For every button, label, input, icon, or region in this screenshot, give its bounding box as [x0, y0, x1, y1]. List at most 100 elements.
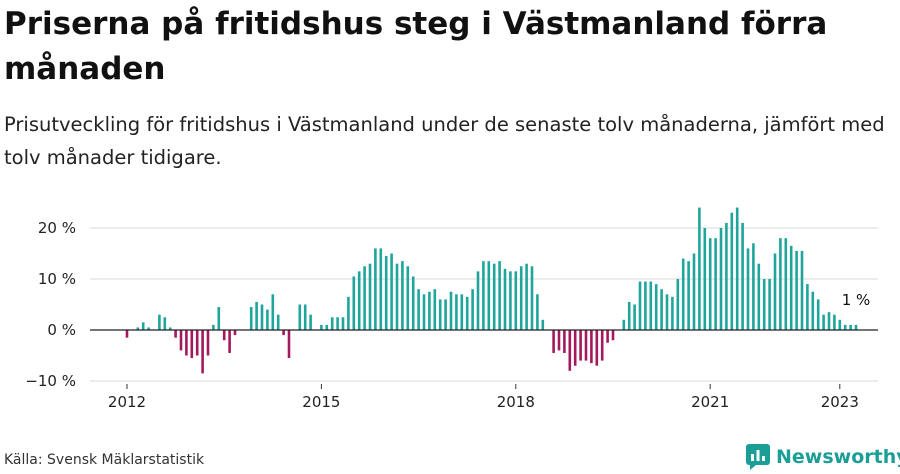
bar [476, 271, 480, 330]
bar [498, 261, 501, 330]
bar [789, 245, 793, 330]
bar [600, 330, 604, 361]
bar [433, 289, 437, 330]
bar [519, 266, 523, 330]
bar [492, 263, 496, 330]
bar [611, 330, 615, 341]
bar [584, 330, 588, 361]
y-tick-label: 10 % [38, 270, 76, 288]
y-tick-label: −10 % [25, 372, 76, 390]
bar [800, 250, 804, 330]
bar [401, 261, 404, 330]
bar [482, 261, 485, 330]
bar [276, 314, 280, 330]
bar [573, 330, 577, 366]
bar [309, 314, 312, 330]
bar [784, 238, 788, 330]
bar [455, 294, 458, 330]
bar [141, 322, 145, 330]
bar [757, 263, 761, 330]
bar [854, 324, 858, 330]
x-tick-label: 2023 [821, 393, 859, 411]
bar [746, 248, 750, 330]
bar [163, 317, 167, 330]
bar [233, 330, 237, 336]
bar [390, 253, 393, 330]
bar [341, 317, 345, 330]
bar [255, 301, 258, 330]
bar [638, 281, 642, 330]
bar [741, 222, 744, 330]
bar [303, 304, 307, 330]
bar [395, 263, 399, 330]
bar [266, 309, 269, 330]
bar [627, 301, 631, 330]
bar [179, 330, 183, 351]
bar [541, 319, 545, 330]
bar [827, 312, 831, 330]
brand-logo[interactable]: Newsworthy [746, 444, 900, 470]
x-tick-label: 2018 [497, 393, 535, 411]
bar [665, 294, 669, 330]
bar [795, 250, 798, 330]
bars [125, 207, 858, 374]
brand-name: Newsworthy [776, 446, 900, 468]
bar [698, 207, 701, 330]
bar [595, 330, 599, 366]
bar [406, 266, 410, 330]
bar [206, 330, 210, 356]
y-tick-label: 20 % [38, 219, 76, 237]
bar [136, 327, 140, 330]
bar [352, 276, 356, 330]
bar [222, 330, 226, 341]
bar [681, 258, 685, 330]
bar [660, 289, 663, 330]
bar [568, 330, 572, 371]
bar [158, 314, 161, 330]
bar [357, 271, 361, 330]
bar [422, 294, 426, 330]
bar [185, 330, 188, 356]
bar [816, 299, 820, 330]
bar [444, 299, 447, 330]
bar [336, 317, 339, 330]
bar [487, 261, 491, 330]
bar [806, 284, 809, 330]
bar [703, 228, 707, 330]
bar [460, 294, 464, 330]
bar [714, 238, 717, 330]
bar [212, 324, 215, 330]
bar [822, 314, 825, 330]
bar [590, 330, 593, 364]
bar [752, 243, 755, 330]
bar [465, 296, 469, 330]
bar [843, 324, 847, 330]
bar [174, 330, 177, 338]
x-tick-label: 2012 [108, 393, 146, 411]
bar [330, 317, 334, 330]
y-axis-labels: −10 % 0 % 10 % 20 % [25, 219, 76, 390]
bar [428, 291, 431, 330]
bar [708, 238, 712, 330]
bar [735, 207, 739, 330]
bar [417, 289, 420, 330]
bar [719, 228, 723, 330]
x-tick-label: 2015 [302, 393, 340, 411]
bar [125, 330, 129, 338]
bar [201, 330, 204, 374]
bar [536, 294, 539, 330]
bar [563, 330, 566, 353]
bar [384, 256, 388, 330]
x-tick-label: 2021 [691, 393, 729, 411]
bar [838, 319, 842, 330]
bar [411, 276, 415, 330]
y-tick-label: 0 % [47, 321, 76, 339]
bar [195, 330, 199, 356]
bar [779, 238, 782, 330]
bar [725, 222, 728, 330]
bar [849, 324, 852, 330]
bar [368, 263, 372, 330]
bar [762, 279, 766, 330]
bar [449, 291, 453, 330]
bar [509, 271, 512, 330]
